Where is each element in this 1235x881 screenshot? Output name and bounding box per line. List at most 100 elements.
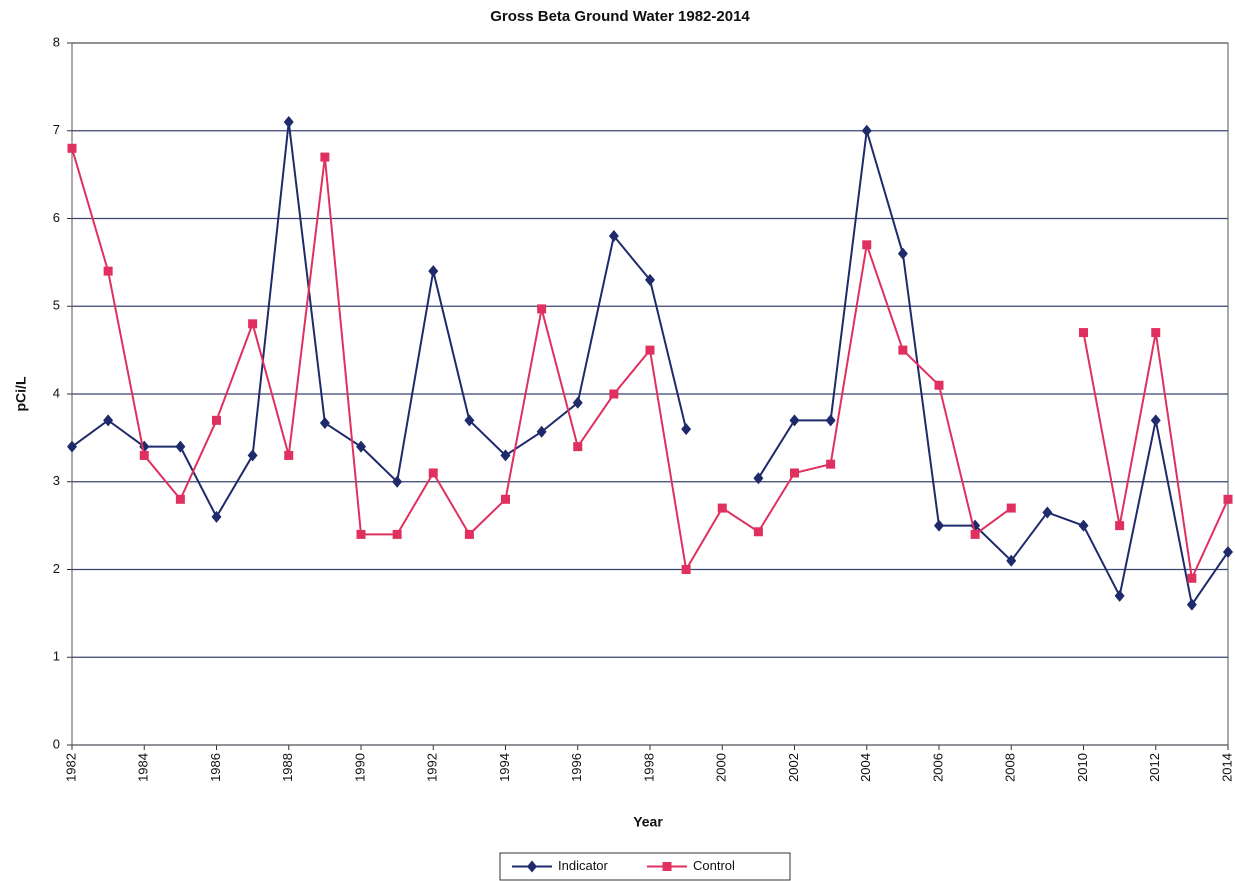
plot-frame: [71, 42, 1229, 746]
x-tick-label: 1994: [497, 753, 512, 782]
data-point: [1223, 545, 1233, 558]
x-tick-label: 2006: [930, 753, 945, 782]
data-point: [67, 143, 77, 153]
data-point: [862, 240, 872, 250]
data-point: [573, 442, 583, 452]
data-point: [681, 423, 692, 436]
data-point: [861, 124, 872, 137]
data-point: [572, 396, 583, 409]
data-point: [934, 519, 944, 532]
y-tick-label: 8: [53, 34, 60, 49]
data-point: [753, 527, 763, 537]
chart-title: Gross Beta Ground Water 1982-2014: [490, 8, 750, 25]
data-point: [464, 414, 475, 427]
data-point: [1186, 598, 1197, 611]
legend-box: [499, 852, 791, 881]
data-point: [1078, 519, 1089, 532]
y-tick-label: 3: [53, 473, 60, 488]
data-point: [1115, 521, 1125, 531]
data-point: [211, 510, 222, 523]
data-point: [103, 266, 113, 276]
x-tick-label: 1984: [136, 753, 151, 782]
data-point: [356, 529, 366, 539]
legend-label: Control: [693, 858, 735, 873]
data-point: [897, 247, 908, 260]
data-point: [537, 304, 547, 314]
data-point: [1042, 506, 1053, 519]
data-point: [645, 345, 655, 355]
x-tick-label: 1998: [641, 753, 656, 782]
data-point: [392, 475, 403, 488]
data-point: [608, 230, 619, 243]
x-tick-label: 1988: [280, 753, 295, 782]
data-point: [284, 450, 294, 460]
data-point: [103, 414, 114, 427]
data-point: [247, 449, 258, 462]
data-point: [898, 345, 908, 355]
series-line: [71, 148, 1229, 582]
legend-label: Indicator: [558, 858, 609, 873]
data-point: [392, 529, 402, 539]
data-point: [934, 380, 944, 390]
x-tick-label: 1990: [352, 753, 367, 782]
series-line: [71, 121, 1229, 608]
legend-marker: [662, 862, 672, 871]
x-tick-label: 1986: [208, 753, 223, 782]
data-point: [717, 503, 727, 513]
data-point: [1150, 414, 1161, 427]
data-point: [501, 494, 510, 504]
data-point: [790, 468, 799, 478]
x-tick-label: 2000: [714, 753, 729, 782]
y-axis-label: pCi/L: [13, 376, 29, 411]
data-point: [825, 414, 836, 427]
data-point: [283, 115, 294, 128]
data-point: [1223, 494, 1233, 504]
data-point: [139, 450, 149, 460]
data-point: [464, 529, 474, 539]
x-tick-label: 2002: [786, 753, 801, 782]
data-point: [1151, 328, 1161, 338]
data-point: [1187, 573, 1197, 583]
x-tick-label: 2008: [1003, 753, 1018, 782]
x-tick-label: 2010: [1075, 753, 1090, 782]
y-tick-label: 5: [53, 298, 60, 313]
y-tick-label: 7: [53, 122, 60, 137]
data-point: [789, 414, 800, 427]
data-point: [319, 416, 330, 429]
x-tick-label: 1996: [569, 753, 584, 782]
data-point: [175, 494, 185, 504]
y-tick-label: 1: [53, 649, 60, 664]
y-tick-label: 0: [53, 736, 60, 751]
data-point: [609, 389, 619, 399]
x-tick-label: 2004: [858, 753, 873, 782]
data-point: [212, 415, 221, 425]
data-point: [428, 468, 438, 478]
data-point: [536, 425, 547, 438]
data-point: [645, 273, 655, 286]
data-point: [1006, 554, 1017, 567]
legend-marker: [527, 860, 537, 873]
data-point: [428, 265, 439, 278]
data-point: [1114, 589, 1125, 602]
data-point: [67, 440, 77, 453]
y-tick-label: 6: [53, 210, 60, 225]
data-point: [970, 529, 980, 539]
x-tick-label: 1982: [63, 753, 78, 782]
data-point: [175, 440, 186, 453]
data-point: [681, 565, 691, 574]
data-point: [500, 449, 511, 462]
data-point: [1006, 503, 1016, 513]
x-axis-label: Year: [633, 814, 663, 830]
x-tick-label: 1992: [425, 753, 440, 782]
y-tick-label: 4: [53, 385, 60, 400]
x-tick-label: 2014: [1219, 753, 1234, 782]
y-tick-label: 2: [53, 561, 60, 576]
data-point: [1079, 328, 1088, 338]
x-tick-label: 2012: [1147, 753, 1162, 782]
data-point: [753, 472, 764, 485]
data-point: [248, 319, 258, 329]
data-point: [826, 459, 836, 469]
data-point: [320, 152, 330, 162]
data-point: [356, 440, 366, 453]
